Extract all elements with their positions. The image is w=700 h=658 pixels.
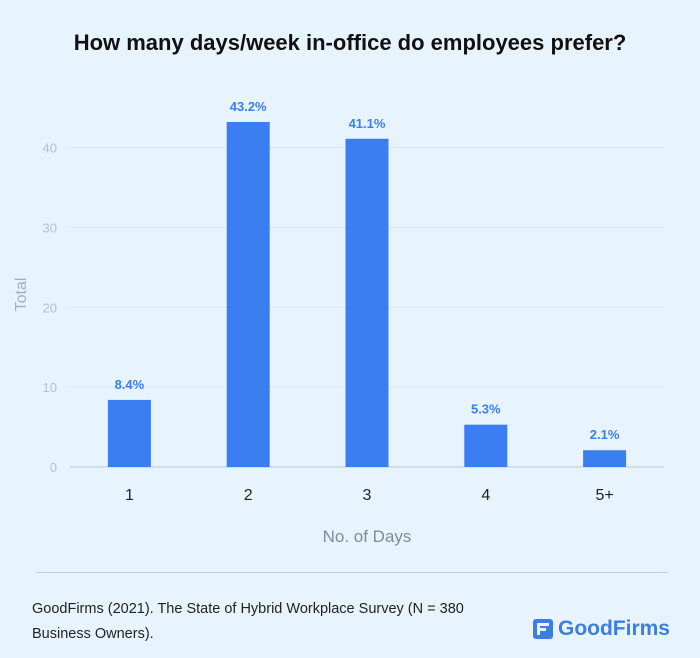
bar-value-label: 5.3% — [471, 402, 501, 417]
goodfirms-logo: GoodFirms — [532, 617, 670, 641]
brand-name: GoodFirms — [557, 617, 670, 640]
y-tick-label: 20 — [43, 300, 57, 315]
bar — [107, 399, 151, 467]
bar-value-label: 2.1% — [590, 427, 620, 442]
footer-divider — [36, 572, 668, 573]
bar — [464, 424, 508, 467]
goodfirms-icon — [532, 619, 553, 639]
y-axis-title: Total — [13, 278, 30, 312]
x-tick-label: 1 — [125, 487, 134, 504]
x-tick-label: 3 — [363, 487, 372, 504]
bar — [226, 122, 270, 467]
source-note: GoodFirms (2021). The State of Hybrid Wo… — [32, 601, 464, 642]
y-tick-label: 10 — [43, 380, 57, 395]
bar — [345, 138, 389, 468]
x-tick-label: 5+ — [595, 487, 613, 504]
bar-value-label: 41.1% — [349, 116, 386, 131]
chart-title: How many days/week in-office do employee… — [73, 30, 627, 55]
bar — [583, 450, 627, 467]
x-tick-label: 4 — [481, 487, 490, 504]
y-tick-label: 30 — [43, 220, 57, 235]
bar-value-label: 8.4% — [115, 377, 145, 392]
bar-value-label: 43.2% — [230, 99, 267, 114]
x-tick-label: 2 — [244, 487, 253, 504]
x-axis-title: No. of Days — [323, 527, 412, 546]
y-tick-label: 0 — [50, 460, 57, 475]
bar-chart: 0 10 20 30 40 Total 8.4% 1 43.2% 2 41.1% 3 5.3% 4 2.1%… — [13, 99, 664, 546]
y-tick-label: 40 — [43, 141, 57, 156]
